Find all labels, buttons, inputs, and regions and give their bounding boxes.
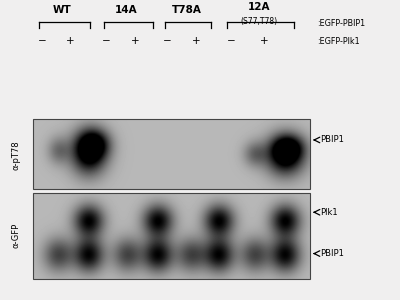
Text: −: − [37, 36, 46, 46]
Text: −: − [163, 36, 172, 46]
Text: PBIP1: PBIP1 [320, 136, 344, 145]
Text: +: + [131, 36, 139, 46]
Text: T78A: T78A [172, 4, 202, 15]
Text: PBIP1: PBIP1 [320, 249, 344, 258]
Text: 12A: 12A [248, 2, 270, 13]
Text: :EGFP-Plk1: :EGFP-Plk1 [318, 37, 360, 46]
Text: −: − [227, 36, 236, 46]
Text: 14A: 14A [115, 4, 138, 15]
Text: +: + [260, 36, 268, 46]
Text: +: + [192, 36, 200, 46]
Bar [32, 119, 310, 189]
Text: α-pT78: α-pT78 [11, 140, 20, 170]
Text: +: + [66, 36, 75, 46]
Bar [32, 193, 310, 279]
Text: (S77,T78): (S77,T78) [240, 17, 278, 26]
Text: −: − [102, 36, 111, 46]
Text: α-GFP: α-GFP [11, 223, 20, 248]
Text: :EGFP-PBIP1: :EGFP-PBIP1 [318, 19, 366, 28]
Text: Plk1: Plk1 [320, 208, 338, 217]
Text: WT: WT [53, 4, 72, 15]
